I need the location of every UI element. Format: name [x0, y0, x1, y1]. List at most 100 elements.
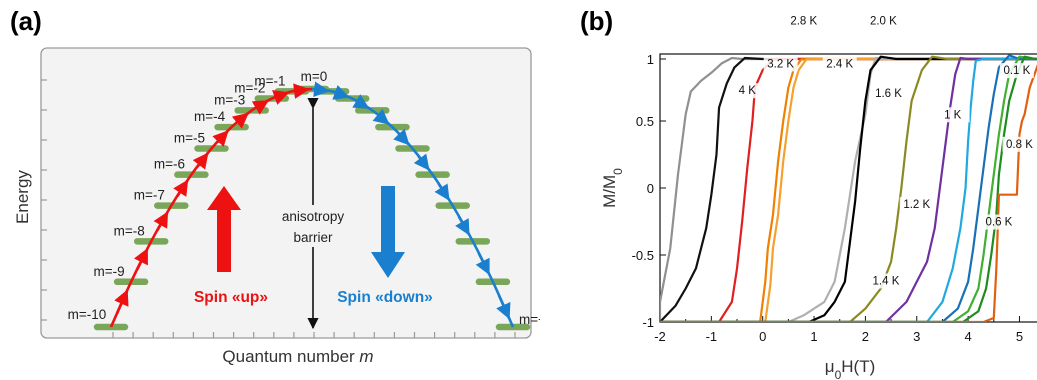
barrier-label-1: anisotropy: [282, 209, 345, 224]
panel-b-xlabel: μ0H(T): [825, 357, 875, 380]
temperature-label-bg: [730, 83, 765, 99]
panel-a-label: (a): [10, 6, 42, 36]
temperature-label: 0.6 K: [985, 217, 1012, 229]
panel-a-xlabel: Quantum number m: [222, 347, 373, 366]
m-label: m=-7: [134, 188, 165, 203]
hysteresis-curve: [660, 56, 1037, 322]
spin-down-step-arrow: [434, 183, 450, 201]
panel-b-ylabel: M/M0: [600, 168, 625, 208]
hysteresis-curve: [660, 54, 1037, 322]
spin-down-step-arrow: [372, 108, 390, 125]
x-tick-label: 2: [862, 329, 869, 344]
spin-up-step-arrow: [153, 211, 169, 232]
spin-up-step-arrow: [293, 83, 310, 99]
spin-up-step-arrow: [231, 112, 249, 129]
hysteresis-curve: [660, 57, 1037, 322]
panel-a-xlabel-text: Quantum number: [222, 347, 359, 366]
y-tick-label: 0: [647, 181, 654, 196]
m-label: m=-8: [114, 223, 145, 238]
temperature-label: 3.2 K: [767, 58, 794, 70]
temperature-label-bg: [1002, 136, 1037, 152]
spin-down-step-arrow: [332, 85, 350, 100]
temperature-label: 1.2 K: [903, 199, 930, 211]
x-tick-label: 0: [759, 329, 766, 344]
m-label: m=-6: [154, 157, 185, 172]
spin-down-step-arrow: [413, 153, 430, 171]
temperature-label: 2.8 K: [790, 16, 817, 28]
hysteresis-curve: [660, 55, 1037, 322]
x-tick-label: 3: [913, 329, 920, 344]
temperature-label-bg: [822, 56, 857, 72]
temperature-label: 0.1 K: [1003, 65, 1030, 77]
spin-down-arrow: [371, 186, 405, 278]
barrier-label-bg: [268, 205, 358, 247]
temperature-label: 2.4 K: [826, 58, 853, 70]
spin-up-step-arrow: [272, 90, 290, 105]
x-tick-label: -1: [706, 329, 718, 344]
temperature-label-bg: [763, 56, 798, 72]
spin-up-label: Spin «up»: [194, 289, 268, 306]
temperature-label-bg: [868, 273, 903, 289]
x-tick-label: 5: [1016, 329, 1023, 344]
y-tick-label: 0.5: [636, 114, 654, 129]
m-label: m=-5: [174, 131, 205, 146]
hysteresis-loops: [660, 54, 1037, 322]
temperature-label-bg: [935, 107, 970, 123]
temperature-label: 1.6 K: [875, 88, 902, 100]
m-labels: m=-10 m=-9 m=-8 m=-7 m=-6 m=-5 m=-4 m=-3m=-2m=-…: [68, 69, 540, 327]
temperature-label: 4 K: [739, 85, 757, 97]
spin-down-step-arrow: [496, 294, 511, 320]
temperature-label-bg: [899, 197, 934, 213]
spin-up-step-arrow: [212, 130, 229, 147]
spin-down-label: Spin «down»: [337, 289, 433, 306]
panel-a-ylabel: Energy: [13, 170, 32, 224]
x-tick-label: 4: [964, 329, 971, 344]
spin-up-step-arrow: [192, 152, 209, 170]
hysteresis-curve: [660, 64, 1037, 322]
temperature-label: 1 K: [944, 109, 962, 121]
panel-b-ticks: -2 -1 0 1 2 3 4 510.50-0.5-1: [632, 52, 1023, 344]
spin-down-step-arrow: [352, 94, 370, 110]
panel-a-frame: [40, 47, 532, 339]
barrier-label-2: barrier: [293, 230, 333, 245]
panel-a-ticks: [41, 79, 516, 338]
m-label: m=-2: [234, 81, 265, 96]
spin-curves: [109, 81, 515, 328]
spin-down-step-arrow: [475, 252, 491, 276]
m-label: m=+10: [519, 312, 540, 327]
spin-up-step-arrow: [133, 248, 149, 271]
temperature-label-bg: [866, 13, 901, 29]
temperature-label-bg: [786, 13, 821, 29]
spin-up-step-arrow: [114, 289, 129, 314]
hysteresis-curve: [660, 57, 1037, 322]
m-label: m=0: [301, 69, 328, 84]
temperature-label-bg: [981, 214, 1016, 230]
panel-b-label: (b): [580, 6, 613, 36]
temperature-label-bg: [871, 85, 906, 101]
m-label: m=-9: [94, 264, 125, 279]
hysteresis-curve: [660, 56, 1037, 322]
m-label: m=-3: [214, 92, 245, 107]
hysteresis-curve: [660, 55, 1037, 322]
m-label: m=-10: [68, 307, 107, 322]
panel-a-xlabel-m: m: [359, 347, 373, 366]
spin-down-step-arrow: [455, 215, 470, 236]
spin-up-step-arrow: [173, 179, 189, 198]
spin-up-arrow: [207, 186, 241, 272]
y-tick-label: -1: [642, 315, 654, 330]
temperature-labels: 4 K 3.2 K 2.8 K 2.4 K 2.0 K 1.6 K 1.2 K 1.4 K 1 …: [730, 13, 1037, 289]
y-tick-label: -0.5: [632, 248, 654, 263]
panel-b-chart: (b) -2 -1 0 1 2 3 4 510.50-0.5-1 4 K3.2 K2.8 K2…: [580, 6, 1037, 380]
m0-subscript: 0: [611, 168, 625, 175]
y-tick-label: 1: [647, 52, 654, 67]
x-tick-label: -2: [654, 329, 666, 344]
hysteresis-curve: [660, 55, 1037, 322]
x-tick-label: 1: [810, 329, 817, 344]
spin-down-step-arrow: [393, 128, 410, 146]
temperature-label: 1.4 K: [873, 275, 900, 287]
temperature-label-bg: [999, 63, 1034, 79]
panel-a-chart: (a) m=-10m=-9m=-8m=-7m=-6m=-5m=-4m=-3m=-…: [10, 6, 540, 366]
hysteresis-curve: [660, 56, 1037, 322]
m-label: m=-1: [254, 73, 285, 88]
m-label: m=-4: [194, 109, 226, 124]
